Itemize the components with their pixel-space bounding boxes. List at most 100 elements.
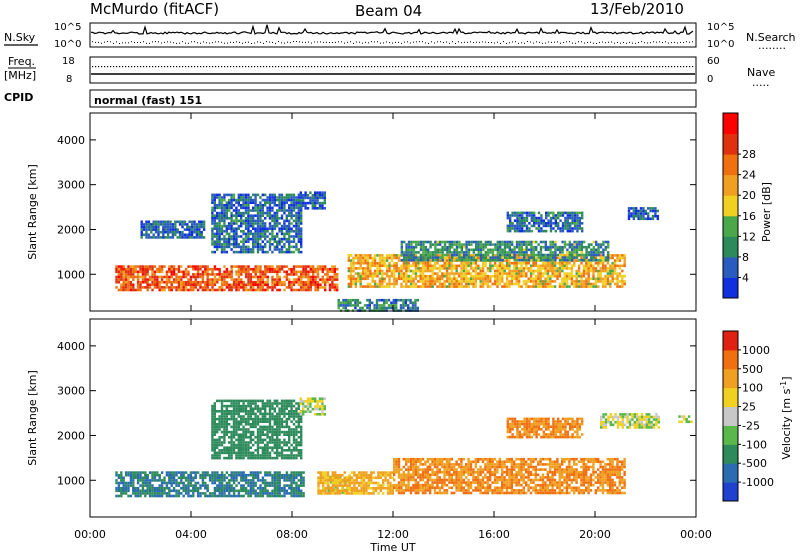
heatmap-cell	[371, 261, 374, 265]
heatmap-cell	[259, 484, 262, 487]
heatmap-cell	[544, 285, 547, 288]
heatmap-cell	[117, 473, 121, 477]
heatmap-cell	[261, 227, 264, 230]
nave-dot	[215, 66, 217, 68]
heatmap-cell	[244, 209, 248, 212]
heatmap-cell	[506, 216, 509, 220]
nave-dot	[116, 66, 118, 68]
heatmap-cell	[235, 273, 238, 276]
heatmap-cell	[213, 454, 216, 457]
heatmap-cell	[141, 267, 145, 271]
heatmap-cell	[443, 282, 446, 286]
heatmap-cell	[256, 288, 260, 292]
heatmap-cell	[158, 484, 161, 487]
heatmap-cell	[223, 423, 226, 426]
heatmap-cell	[527, 277, 530, 281]
noise-right-legend: ........	[758, 39, 786, 52]
heatmap-cell	[405, 245, 408, 249]
heatmap-cell	[264, 222, 267, 225]
heatmap-cell	[481, 277, 485, 281]
heatmap-cell	[235, 456, 238, 460]
heatmap-cell	[216, 486, 219, 490]
heatmap-cell	[278, 278, 281, 281]
heatmap-cell	[292, 479, 296, 482]
heatmap-cell	[378, 269, 382, 273]
heatmap-cell	[252, 235, 255, 238]
heatmap-cell	[649, 207, 652, 210]
heatmap-cell	[247, 484, 250, 487]
heatmap-cell	[285, 201, 288, 204]
heatmap-cell	[530, 248, 533, 252]
heatmap-cell	[558, 285, 562, 288]
heatmap-cell	[136, 278, 140, 281]
heatmap-cell	[319, 267, 322, 271]
nave-dot	[317, 66, 319, 68]
heatmap-cell	[349, 285, 353, 288]
heatmap-cell	[211, 196, 214, 199]
heatmap-cell	[561, 248, 564, 252]
heatmap-cell	[280, 224, 284, 228]
heatmap-cell	[369, 269, 372, 273]
nave-dot	[518, 66, 520, 68]
heatmap-cell	[213, 415, 216, 418]
heatmap-cell	[261, 219, 264, 223]
heatmap-cell	[637, 214, 640, 218]
heatmap-cell	[441, 267, 444, 270]
heatmap-cell	[295, 243, 298, 246]
heatmap-cell	[235, 423, 238, 426]
heatmap-cell	[496, 245, 499, 249]
heatmap-cell	[516, 216, 519, 220]
heatmap-cell	[527, 258, 531, 262]
heatmap-cell	[213, 412, 216, 416]
heatmap-cell	[148, 486, 152, 490]
heatmap-cell	[271, 492, 274, 495]
noise-search-dot	[686, 41, 687, 43]
heatmap-cell	[632, 212, 635, 215]
heatmap-cell	[594, 282, 598, 286]
heatmap-cell	[309, 286, 312, 289]
heatmap-cell	[520, 269, 523, 273]
heatmap-cell	[559, 227, 562, 230]
heatmap-cell	[618, 285, 622, 288]
heatmap-cell	[295, 248, 298, 251]
heatmap-cell	[213, 486, 217, 490]
nave-dot	[665, 66, 667, 68]
nave-dot	[491, 66, 493, 68]
heatmap-cell	[498, 264, 502, 268]
nave-dot	[515, 66, 517, 68]
heatmap-cell	[295, 481, 298, 485]
heatmap-cell	[601, 282, 605, 286]
heatmap-cell	[400, 245, 403, 249]
heatmap-cell	[352, 264, 355, 268]
nave-dot	[500, 66, 502, 68]
heatmap-cell	[261, 232, 264, 236]
heatmap-cell	[378, 267, 382, 270]
heatmap-cell	[383, 280, 386, 283]
heatmap-cell	[380, 304, 383, 307]
heatmap-cell	[557, 224, 560, 228]
heatmap-cell	[198, 230, 201, 234]
heatmap-cell	[285, 473, 289, 477]
heatmap-cell	[252, 288, 255, 292]
heatmap-cell	[276, 273, 279, 276]
heatmap-cell	[141, 484, 145, 487]
heatmap-cell	[467, 251, 471, 254]
heatmap-cell	[537, 224, 541, 228]
heatmap-cell	[142, 225, 146, 229]
heatmap-cell	[302, 494, 305, 498]
heatmap-cell	[388, 269, 391, 273]
heatmap-cell	[523, 248, 526, 252]
heatmap-cell	[146, 283, 149, 287]
heatmap-cell	[337, 304, 340, 307]
heatmap-cell	[539, 245, 543, 249]
heatmap-cell	[546, 277, 550, 281]
heatmap-cell	[441, 277, 444, 281]
heatmap-cell	[259, 494, 262, 498]
heatmap-cell	[604, 282, 607, 286]
heatmap-cell	[192, 479, 195, 482]
heatmap-cell	[599, 256, 603, 259]
heatmap-cell	[639, 209, 643, 213]
heatmap-cell	[154, 225, 158, 229]
heatmap-cell	[534, 285, 538, 288]
heatmap-cell	[115, 270, 118, 274]
